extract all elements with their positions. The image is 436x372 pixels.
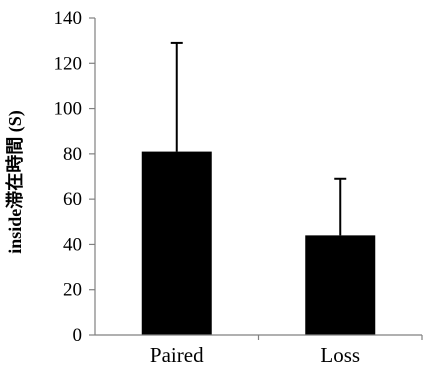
y-tick-label: 0 [73, 325, 83, 346]
y-tick-label: 20 [63, 280, 82, 301]
x-category-label: Loss [320, 343, 360, 367]
error-bars-layer [170, 41, 347, 236]
bars-layer [141, 151, 376, 335]
y-tick-label: 40 [63, 234, 82, 255]
y-tick-label: 60 [63, 189, 82, 210]
bar-loss [305, 235, 376, 335]
y-tick-label: 80 [63, 144, 82, 165]
bar-paired [141, 151, 212, 335]
y-tick-label: 120 [54, 53, 83, 74]
axes-layer [89, 17, 423, 340]
labels-layer: 0 20 40 60 80 100 120 140 Paired Loss [54, 8, 361, 367]
x-category-label: Paired [150, 343, 204, 367]
y-tick-label: 100 [54, 99, 83, 120]
y-tick-label: 140 [54, 8, 83, 29]
y-axis-title: inside滞在時間 (S) [4, 110, 26, 254]
